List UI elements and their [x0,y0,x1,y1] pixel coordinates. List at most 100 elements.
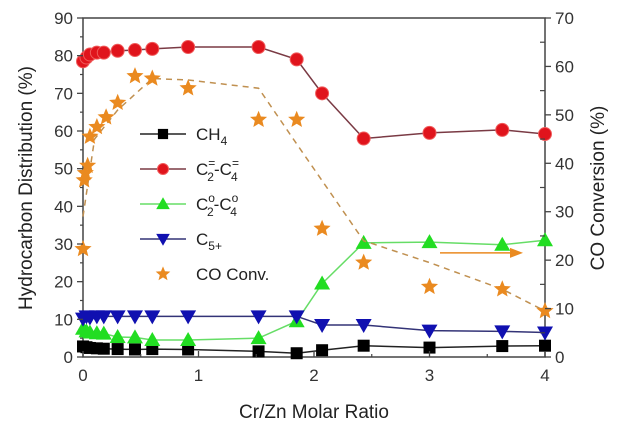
y-axis-title: Hydrocarbon Distribution (%) [16,66,37,310]
data-point [252,345,265,358]
x-tick-label: 2 [309,366,318,385]
data-point [421,324,438,339]
data-point [494,236,511,251]
data-point [182,343,195,356]
data-point [494,325,511,340]
y-tick-label: 80 [54,47,73,66]
x-tick-label: 3 [425,366,434,385]
data-point [181,40,196,55]
data-point [290,347,303,360]
series-layer [74,40,554,360]
data-point [315,86,330,101]
data-point [537,232,553,247]
data-point [146,343,159,356]
data-point [179,79,197,96]
y2-axis-title: CO Conversion (%) [588,106,609,271]
y-tick-label: 10 [54,310,73,329]
data-point [95,325,112,340]
legend-label: CO Conv. [196,265,269,284]
data-point [96,45,111,60]
legend-label: Co 2-Co 4 [196,191,239,219]
data-point [314,275,331,290]
y-tick-label: 30 [54,235,73,254]
y-tick-label: 60 [54,122,73,141]
y2-tick-label: 30 [555,203,574,222]
data-point [109,329,126,344]
plot-border [82,17,546,358]
legend-item: C= 2-C= 4 [140,156,239,184]
data-point [355,318,372,333]
data-point [537,326,553,341]
series-line [82,46,546,140]
data-point [420,277,439,295]
y2-tick-label: 70 [555,9,574,28]
data-point [355,234,372,249]
legend-marker [156,233,170,246]
data-point [538,127,552,142]
data-point [75,171,93,188]
data-point [493,280,511,297]
series-line [82,239,546,341]
y-tick-label: 50 [54,160,73,179]
data-point [421,234,438,249]
legend-label: CH4 [196,125,228,148]
data-point [422,125,437,140]
arrow-head-icon [510,247,523,258]
data-point [289,52,304,67]
data-point [128,343,141,356]
y-tick-label: 20 [54,273,73,292]
plot-frame [82,17,546,358]
data-point [111,343,124,356]
data-point [95,310,112,325]
x-axis-title: Cr/Zn Molar Ratio [239,402,389,423]
data-point [355,253,373,270]
y-tick-label: 90 [54,9,73,28]
data-point [144,310,161,325]
data-point [288,310,305,325]
y2-tick-label: 0 [555,348,564,367]
data-point [314,318,331,333]
data-point [127,43,142,58]
data-point [250,110,268,127]
y-tick-label: 70 [54,84,73,103]
legend-marker [157,128,169,140]
series-circle [76,40,552,146]
data-point [76,164,94,181]
data-point [356,131,371,146]
data-point [97,108,115,125]
y2-tick-label: 10 [555,300,574,319]
data-point [126,310,143,325]
data-point [423,341,436,354]
series-square [77,339,551,360]
data-point [288,110,306,127]
data-point [539,339,551,352]
series-star [74,67,554,319]
y2-tick-label: 40 [555,154,574,173]
legend-marker [156,197,170,210]
data-point [74,240,92,257]
data-point [110,43,125,58]
legend: CH4 C= 2-C= 4 Co 2-Co 4 C5+ CO Conv. [140,125,269,284]
y2-tick-label: 50 [555,106,574,125]
data-point [144,332,161,347]
x-tick-label: 0 [78,366,87,385]
legend-item: CO Conv. [155,265,269,284]
x-tick-label: 4 [540,366,549,385]
legend-item: CH4 [140,125,228,148]
data-point [250,330,267,345]
data-point [79,156,97,173]
data-point [180,332,197,347]
x-tick-label: 1 [194,366,203,385]
series-line [82,77,546,312]
data-point [250,310,267,325]
series-triangle-down [75,310,553,341]
data-point [109,310,126,325]
legend-marker [155,266,171,281]
data-point [180,310,197,325]
y2-tick-label: 20 [555,251,574,270]
legend-label: C= 2-C= 4 [196,156,239,184]
data-point [316,344,329,357]
data-point [97,342,110,355]
